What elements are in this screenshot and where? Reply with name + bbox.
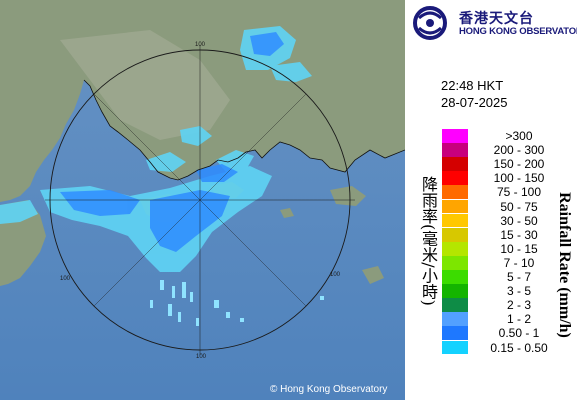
legend-label: 5 - 7 — [506, 270, 531, 284]
legend-item: 150 - 200 — [442, 157, 567, 171]
logo-name-zh: 香港天文台 — [459, 11, 534, 27]
legend-swatch — [442, 129, 468, 143]
legend-swatch — [442, 284, 468, 298]
legend-item: 0.50 - 1 — [442, 326, 567, 340]
legend-item: 7 - 10 — [442, 255, 567, 270]
legend-swatch — [442, 270, 468, 284]
legend-swatch — [442, 185, 468, 200]
legend-label: 10 - 15 — [500, 241, 538, 256]
delta-area — [60, 30, 230, 140]
legend-label: 150 - 200 — [493, 157, 545, 172]
legend-swatch — [442, 157, 468, 172]
legend-label: 3 - 5 — [506, 284, 531, 299]
rain-cores — [60, 32, 284, 252]
range-label-west: 100 — [60, 276, 71, 282]
legend-label: 50 - 75 — [500, 199, 538, 214]
legend-item: >300 — [442, 129, 567, 143]
legend-item: 30 - 50 — [442, 213, 567, 228]
island-small-2 — [280, 208, 294, 218]
island-east — [330, 186, 366, 206]
legend-swatch — [442, 298, 468, 313]
legend-title-zh: 降雨率(毫米/小時) — [419, 176, 438, 306]
legend-label: 75 - 100 — [496, 185, 542, 200]
legend-label: 2 - 3 — [506, 298, 531, 313]
legend-label: 0.50 - 1 — [498, 326, 540, 341]
legend-item: 0.15 - 0.50 — [442, 340, 567, 355]
legend-label: 0.15 - 0.50 — [490, 340, 548, 355]
legend-item: 2 - 3 — [442, 298, 567, 312]
copyright-text: © Hong Kong Observatory — [270, 384, 388, 395]
legend-item: 5 - 7 — [442, 270, 567, 284]
legend-label: 7 - 10 — [503, 255, 535, 270]
hko-logo-icon — [413, 6, 447, 40]
legend-item: 200 - 300 — [442, 143, 567, 157]
legend-label: 200 - 300 — [493, 143, 545, 158]
legend-swatch — [442, 241, 468, 256]
legend-label: 30 - 50 — [500, 213, 538, 228]
range-label-south: 100 — [196, 354, 207, 360]
legend-item: 10 - 15 — [442, 241, 567, 256]
legend-swatch — [442, 340, 468, 355]
radar-time: 22:48 HKT — [441, 78, 504, 93]
radar-date: 28-07-2025 — [441, 95, 508, 110]
legend-label: 1 - 2 — [506, 312, 531, 327]
legend-swatch — [442, 255, 468, 270]
legend-swatch — [442, 213, 468, 228]
legend-swatch — [442, 143, 468, 157]
legend-item: 50 - 75 — [442, 199, 567, 214]
legend-label: 15 - 30 — [500, 227, 538, 242]
legend-swatch — [442, 312, 468, 327]
radar-map-svg: 100 100 100 100 — [0, 0, 405, 400]
legend-item: 1 - 2 — [442, 312, 567, 326]
legend-swatch — [442, 326, 468, 341]
legend-item: 3 - 5 — [442, 284, 567, 298]
legend-label: >300 — [505, 129, 533, 143]
legend-panel: 香港天文台 HONG KONG OBSERVATORY 22:48 HKT 28… — [405, 0, 577, 400]
legend-label: 100 - 150 — [493, 171, 545, 186]
island-small-1 — [362, 266, 384, 284]
scattered-cells — [150, 280, 324, 326]
legend-item: 100 - 150 — [442, 171, 567, 185]
legend-item: 15 - 30 — [442, 227, 567, 242]
legend-item: 75 - 100 — [442, 185, 567, 199]
legend-swatch — [442, 227, 468, 242]
hko-logo: 香港天文台 HONG KONG OBSERVATORY — [413, 6, 577, 42]
legend-swatch — [442, 199, 468, 214]
radar-map: 100 100 100 100 © Hong Kong Observatory — [0, 0, 405, 400]
range-axis-diag-2 — [93, 93, 307, 307]
coastline — [83, 79, 405, 181]
logo-name-en: HONG KONG OBSERVATORY — [459, 26, 577, 37]
range-label-east: 100 — [330, 272, 341, 278]
legend-swatch — [442, 171, 468, 186]
range-label-north: 100 — [195, 42, 206, 48]
